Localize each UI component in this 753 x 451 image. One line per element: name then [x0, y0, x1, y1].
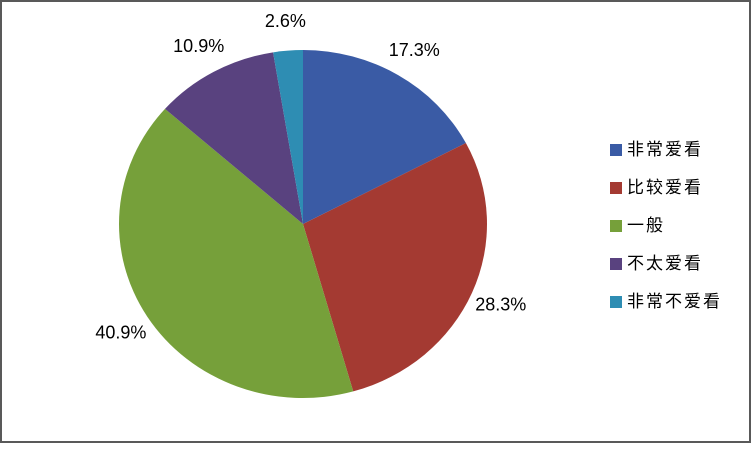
- data-label-2: 28.3%: [475, 294, 526, 314]
- legend-swatch-icon: [610, 181, 622, 194]
- pie-slice-5: [273, 50, 303, 224]
- legend-label: 不太爱看: [627, 254, 703, 273]
- pie-slice-2: [303, 143, 487, 392]
- pie-slice-4: [164, 52, 303, 224]
- legend-swatch-icon: [610, 143, 622, 156]
- pie-slice-1: [303, 50, 466, 224]
- legend-label: 一般: [627, 216, 665, 235]
- data-label-3: 40.9%: [95, 323, 146, 343]
- legend-label: 比较爱看: [627, 178, 703, 197]
- legend-item-3: 一般: [610, 214, 722, 237]
- pie-slice-3: [119, 108, 354, 398]
- legend-item-4: 不太爱看: [610, 252, 722, 275]
- legend-item-5: 非常不爱看: [610, 290, 722, 313]
- legend-item-2: 比较爱看: [610, 176, 722, 199]
- data-label-4: 10.9%: [173, 36, 224, 56]
- legend-label: 非常不爱看: [627, 292, 722, 311]
- legend: 非常爱看比较爱看一般不太爱看非常不爱看: [610, 138, 722, 313]
- legend-swatch-icon: [610, 295, 622, 308]
- legend-label: 非常爱看: [627, 140, 703, 159]
- legend-item-1: 非常爱看: [610, 138, 722, 161]
- data-label-5: 2.6%: [265, 11, 306, 31]
- legend-swatch-icon: [610, 219, 622, 232]
- data-label-1: 17.3%: [389, 40, 440, 60]
- legend-swatch-icon: [610, 257, 622, 270]
